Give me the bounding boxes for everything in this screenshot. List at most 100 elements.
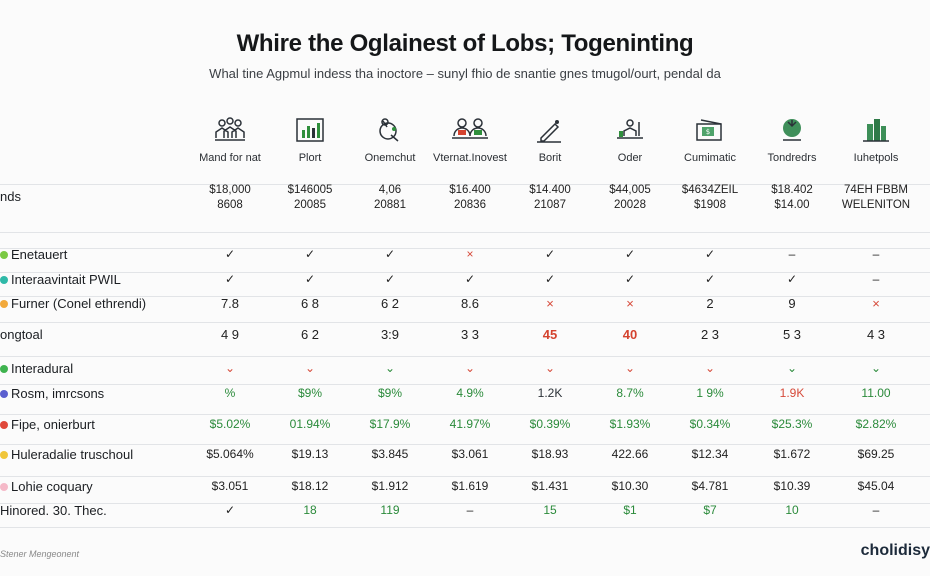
table-cell: ✓ xyxy=(544,247,556,261)
plant-icon xyxy=(747,116,837,144)
table-cell: $10.30 xyxy=(611,479,649,493)
table-cell: $0.34% xyxy=(689,417,731,431)
table-cell: ✓ xyxy=(704,247,716,261)
column-header-9[interactable]: Iuhetpols xyxy=(831,116,921,164)
table-cell: 4.9% xyxy=(456,386,484,400)
table-cell: $44,005 20028 xyxy=(609,184,651,211)
column-header-label: Cumimatic xyxy=(684,152,736,164)
row-divider xyxy=(0,476,930,477)
table-cell: $3.051 xyxy=(211,479,249,493)
row-divider xyxy=(0,322,930,323)
table-cell: % xyxy=(224,386,236,400)
row-label: Furner (Conel ethrendi) xyxy=(11,296,147,311)
table-cell: 15 xyxy=(543,503,557,517)
table-cell: 7.8 xyxy=(220,296,240,311)
table-cell: – xyxy=(872,247,880,261)
table-cell: ✓ xyxy=(224,272,236,286)
table-cell: 6 2 xyxy=(380,296,400,311)
table-cell: $5.02% xyxy=(209,417,251,431)
table-cell: ⌄ xyxy=(304,361,316,375)
table-cell: 1 9% xyxy=(696,386,724,400)
column-header-label: Mand for nat xyxy=(199,152,261,164)
row-label: Rosm, imrcsons xyxy=(11,386,105,401)
table-cell: $25.3% xyxy=(771,417,813,431)
column-header-6[interactable]: Oder xyxy=(585,116,675,164)
table-cell: – xyxy=(466,503,474,517)
page-subtitle: Whal tine Agpmul indess tha inoctore – s… xyxy=(209,66,721,81)
table-cell: 40 xyxy=(622,327,638,342)
row-divider xyxy=(0,296,930,297)
money-card-icon: $ xyxy=(665,116,755,144)
table-cell: $69.25 xyxy=(857,447,895,461)
row-color-dot xyxy=(0,421,8,429)
page-title: Whire the Oglainest of Lobs; Togeninting xyxy=(236,30,694,57)
row-divider xyxy=(0,384,930,385)
row-color-dot xyxy=(0,451,8,459)
table-cell: $146005 20085 xyxy=(287,184,333,211)
row-label: Huleradalie truschoul xyxy=(11,447,134,462)
column-header-label: Iuhetpols xyxy=(853,152,899,164)
table-cell: × xyxy=(466,247,474,261)
table-cell: $12.34 xyxy=(691,447,729,461)
table-cell: $10.39 xyxy=(773,479,811,493)
svg-text:$: $ xyxy=(706,128,710,136)
table-cell: $18.93 xyxy=(531,447,569,461)
table-cell: ✓ xyxy=(304,272,316,286)
row-label: ongtoal xyxy=(0,327,43,342)
table-cell: 6 8 xyxy=(300,296,320,311)
column-header-1[interactable]: Mand for nat xyxy=(185,116,275,164)
table-cell: $18.12 xyxy=(291,479,329,493)
table-cell: $1.672 xyxy=(773,447,811,461)
row-label: nds xyxy=(0,189,21,204)
column-header-5[interactable]: Borit xyxy=(505,116,595,164)
table-cell: $3.061 xyxy=(451,447,489,461)
table-cell: $4634ZEIL $1908 xyxy=(681,184,739,211)
table-cell: $1.912 xyxy=(371,479,409,493)
table-cell: 119 xyxy=(380,503,400,517)
table-cell: 1.9K xyxy=(779,386,805,400)
row-divider xyxy=(0,503,930,504)
table-cell: $1.431 xyxy=(531,479,569,493)
table-cell: – xyxy=(872,503,880,517)
row-label: Lohie coquary xyxy=(11,479,93,494)
table-cell: $1 xyxy=(623,503,637,517)
column-header-7[interactable]: $ Cumimatic xyxy=(665,116,755,164)
column-header-label: Borit xyxy=(538,152,562,164)
table-cell: – xyxy=(788,247,796,261)
table-cell: $9% xyxy=(297,386,323,400)
table-cell: $17.9% xyxy=(369,417,411,431)
table-cell: 3:9 xyxy=(380,327,400,342)
table-cell: × xyxy=(872,296,880,311)
table-cell: × xyxy=(546,296,554,311)
table-cell: 01.94% xyxy=(289,417,331,431)
table-cell: $1.93% xyxy=(609,417,651,431)
row-color-dot xyxy=(0,251,8,259)
table-cell: 8.7% xyxy=(616,386,644,400)
table-cell: ⌄ xyxy=(786,361,798,375)
table-cell: ✓ xyxy=(384,247,396,261)
table-cell: 422.66 xyxy=(611,447,649,461)
column-header-label: Vternat.Inovest xyxy=(433,152,507,164)
row-color-dot xyxy=(0,276,8,284)
table-cell: 18 xyxy=(303,503,317,517)
table-cell: 4 3 xyxy=(866,327,886,342)
column-header-4[interactable]: Vternat.Inovest xyxy=(425,116,515,164)
column-header-label: Tondredrs xyxy=(767,152,817,164)
table-cell: 3 3 xyxy=(460,327,480,342)
table-cell: 1.2K xyxy=(537,386,563,400)
table-cell: $0.39% xyxy=(529,417,571,431)
table-cell: $9% xyxy=(377,386,403,400)
table-cell: $16.400 20836 xyxy=(449,184,491,211)
table-cell: – xyxy=(872,272,880,286)
table-cell: $7 xyxy=(703,503,717,517)
column-header-8[interactable]: Tondredrs xyxy=(747,116,837,164)
tool-icon xyxy=(345,116,435,144)
column-header-label: Plort xyxy=(298,152,322,164)
table-cell: 10 xyxy=(785,503,799,517)
row-label: Hinored. 30. Thec. xyxy=(0,503,107,518)
table-cell: × xyxy=(626,296,634,311)
column-header-3[interactable]: Onemchut xyxy=(345,116,435,164)
table-cell: 8.6 xyxy=(460,296,480,311)
column-header-2[interactable]: Plort xyxy=(265,116,355,164)
table-cell: $2.82% xyxy=(855,417,897,431)
